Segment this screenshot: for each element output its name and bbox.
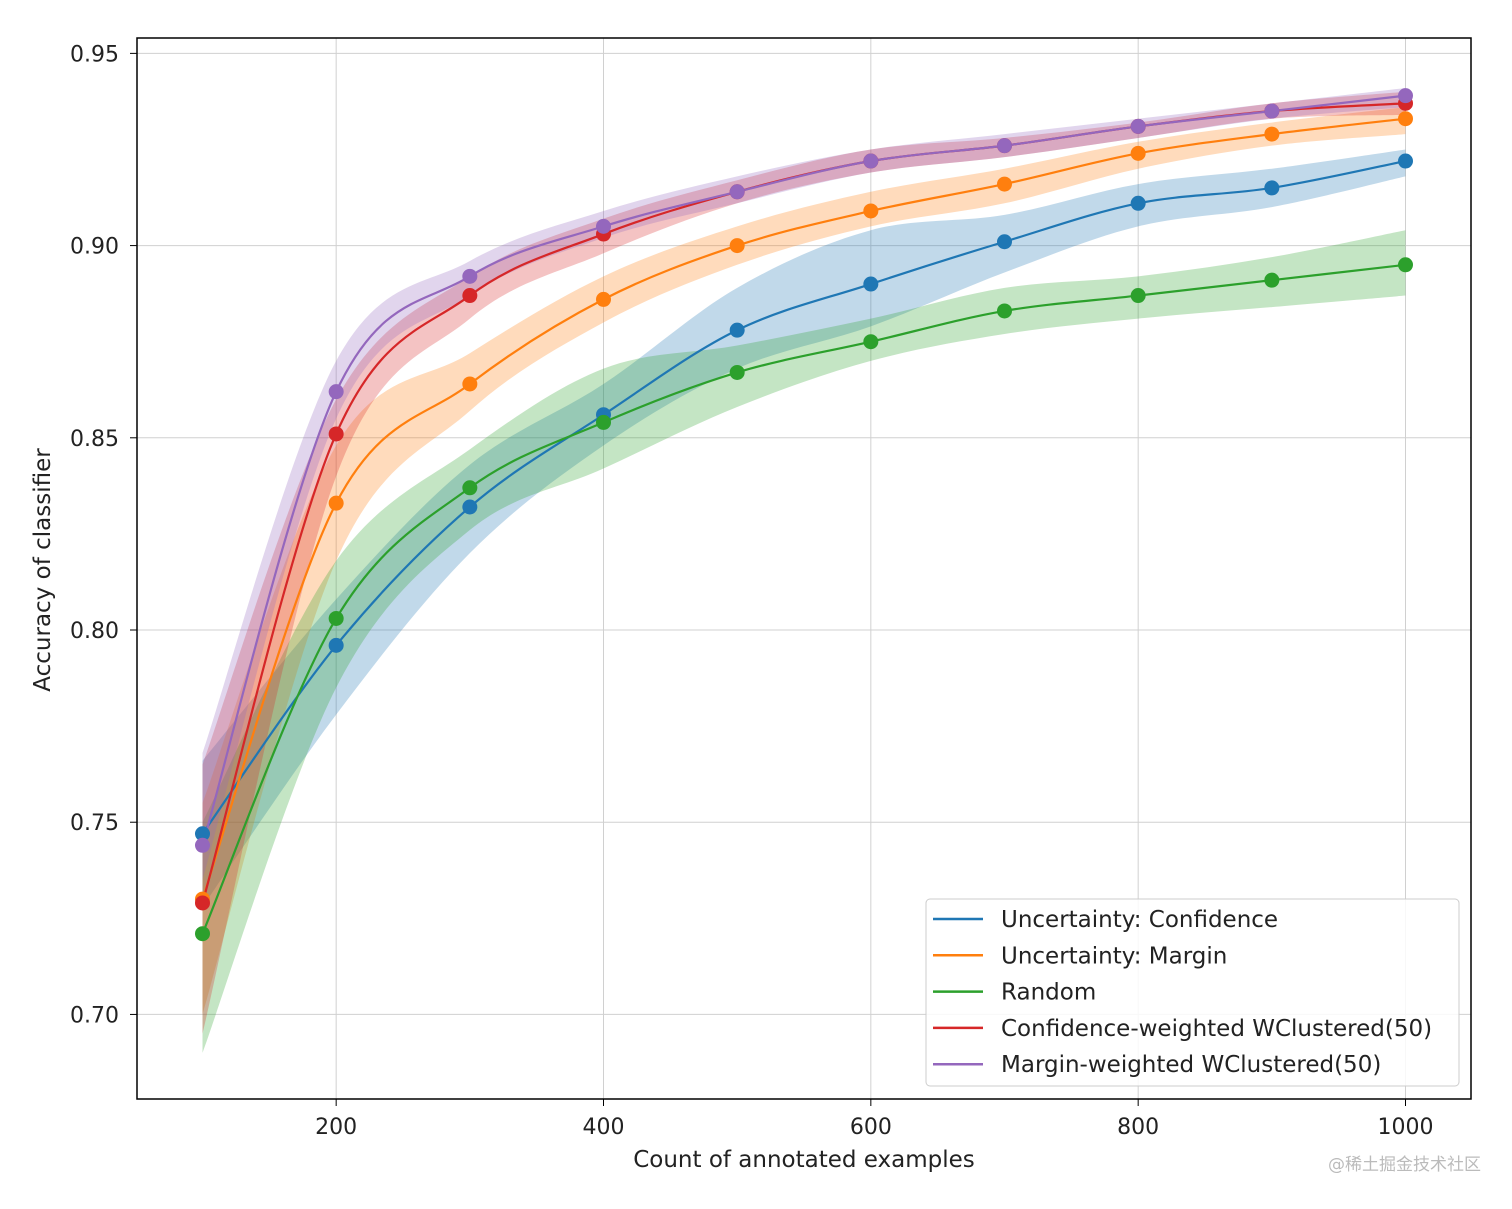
point-series-2: [328, 610, 344, 626]
point-series-4: [1398, 88, 1414, 104]
y-tick-label: 0.90: [70, 235, 119, 260]
point-series-2: [863, 334, 879, 350]
band-series-2: [202, 230, 1406, 1053]
point-series-1: [997, 176, 1013, 192]
y-tick-label: 0.80: [70, 619, 119, 644]
point-series-1: [595, 291, 611, 307]
point-series-1: [1264, 126, 1280, 142]
point-series-4: [462, 268, 478, 284]
legend-label: Uncertainty: Margin: [1001, 943, 1227, 969]
x-tick-label: 800: [1117, 1115, 1159, 1140]
point-series-2: [997, 303, 1013, 319]
x-tick-label: 600: [850, 1115, 892, 1140]
point-series-4: [729, 184, 745, 200]
point-series-0: [1264, 180, 1280, 196]
legend-box: [925, 898, 1460, 1087]
point-series-0: [194, 826, 210, 842]
point-series-3: [328, 426, 344, 442]
point-series-4: [863, 153, 879, 169]
legend-label: Margin-weighted WClustered(50): [1001, 1052, 1381, 1078]
x-axis-ticks: 200 400 600 800 1000: [315, 1099, 1434, 1140]
point-series-1: [1130, 145, 1146, 161]
legend-label: Confidence-weighted WClustered(50): [1001, 1016, 1432, 1042]
y-axis-ticks: 0.70 0.75 0.80 0.85 0.90 0.95: [70, 42, 137, 1028]
band-series-0: [202, 149, 1406, 907]
watermark: @稀土掘金技术社区: [1328, 1155, 1481, 1175]
point-series-0: [1130, 195, 1146, 211]
line-series-2: [201, 263, 1406, 935]
y-tick-label: 0.95: [70, 42, 119, 67]
confidence-bands: [202, 87, 1406, 1053]
point-series-1: [1398, 111, 1414, 127]
point-series-3: [194, 895, 210, 911]
legend-label: Random: [1001, 980, 1096, 1006]
line-series-0: [201, 159, 1406, 835]
point-series-4: [194, 837, 210, 853]
point-series-2: [194, 926, 210, 942]
point-series-1: [863, 203, 879, 219]
y-axis-label: Accuracy of classifier: [30, 448, 56, 692]
point-series-4: [595, 218, 611, 234]
point-series-2: [1130, 288, 1146, 304]
y-tick-label: 0.85: [70, 427, 119, 452]
y-tick-label: 0.70: [70, 1003, 119, 1028]
point-series-3: [462, 288, 478, 304]
point-series-0: [462, 499, 478, 515]
point-series-0: [997, 234, 1013, 250]
x-tick-label: 400: [582, 1115, 624, 1140]
point-series-2: [595, 414, 611, 430]
band-series-1: [202, 107, 1406, 1015]
point-series-0: [328, 637, 344, 653]
point-series-1: [729, 238, 745, 254]
legend: Uncertainty: Confidence Uncertainty: Marg…: [925, 898, 1460, 1087]
x-tick-label: 200: [315, 1115, 357, 1140]
point-series-4: [1264, 103, 1280, 119]
point-series-2: [1264, 272, 1280, 288]
point-series-1: [462, 376, 478, 392]
point-series-2: [1398, 257, 1414, 273]
point-series-4: [1130, 118, 1146, 134]
y-tick-label: 0.75: [70, 811, 119, 836]
point-series-2: [729, 364, 745, 380]
point-series-0: [1398, 153, 1414, 169]
point-series-0: [729, 322, 745, 338]
point-series-4: [997, 138, 1013, 154]
point-series-2: [462, 480, 478, 496]
point-series-1: [328, 495, 344, 511]
point-series-4: [328, 384, 344, 400]
point-series-0: [863, 276, 879, 292]
plot-frame: [136, 37, 1472, 1100]
series-points: [194, 88, 1414, 942]
x-tick-label: 1000: [1378, 1115, 1434, 1140]
x-axis-label: Count of annotated examples: [633, 1147, 975, 1173]
legend-label: Uncertainty: Confidence: [1001, 907, 1278, 933]
